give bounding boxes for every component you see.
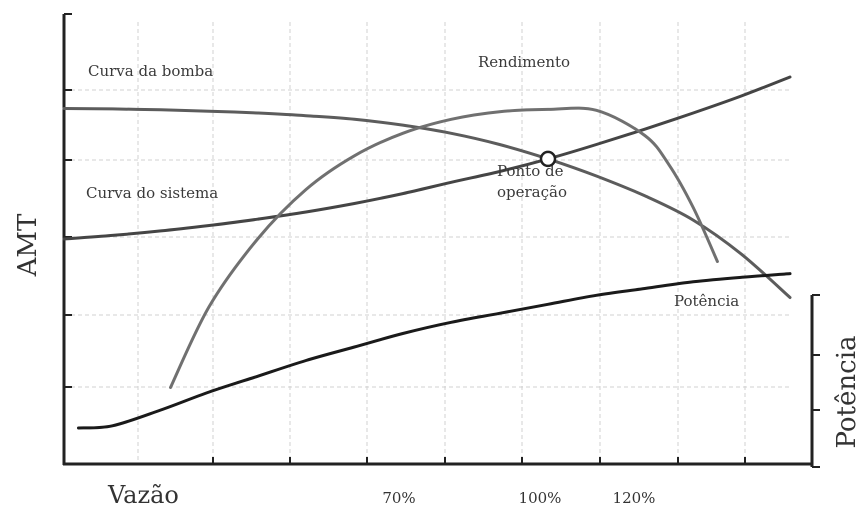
series-line-curva-bomba	[64, 109, 790, 298]
series-label-rendimento: Rendimento	[478, 53, 570, 71]
grid	[64, 22, 790, 464]
series-label-potencia: Potência	[674, 292, 739, 310]
axes	[63, 14, 820, 467]
series-label-curva-sistema: Curva do sistema	[86, 184, 218, 202]
y-axis-label: AMT	[13, 213, 43, 277]
chart-text: Curva da bomba Curva do sistema Rendimen…	[13, 53, 858, 507]
operating-point-marker	[541, 152, 555, 166]
y2-axis-label: Potência	[832, 335, 858, 448]
curves	[64, 77, 790, 428]
operating-point-label-line2: operação	[497, 183, 567, 201]
x-tick-label-100: 100%	[519, 489, 562, 507]
x-axis-label: Vazão	[107, 481, 179, 507]
x-tick-label-120: 120%	[613, 489, 656, 507]
x-tick-label-70: 70%	[382, 489, 415, 507]
series-label-curva-bomba: Curva da bomba	[88, 62, 213, 80]
series-line-rendimento	[171, 108, 718, 387]
